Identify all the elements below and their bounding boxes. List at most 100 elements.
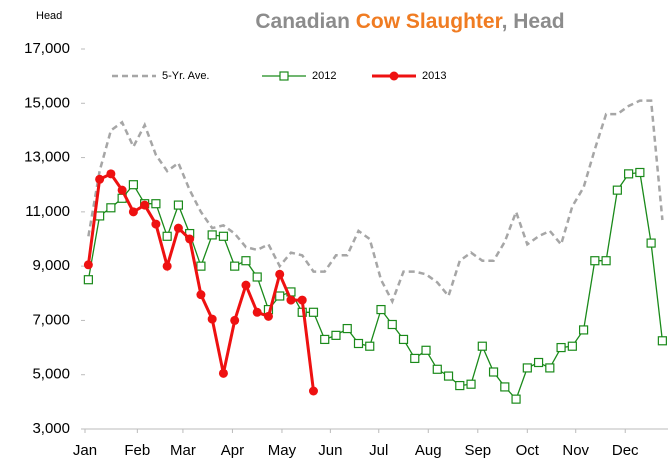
marker (443, 371, 454, 381)
marker (320, 334, 330, 345)
title-part: Canadian (255, 10, 355, 33)
marker (151, 219, 161, 229)
marker (106, 203, 116, 213)
marker (241, 256, 251, 266)
legend-label: 5-Yr. Ave. (162, 70, 210, 82)
y-axis-label: Head (36, 10, 62, 22)
marker (578, 325, 589, 335)
marker (207, 230, 217, 240)
marker (522, 363, 532, 373)
x-tick-label: Dec (612, 442, 639, 459)
marker (646, 238, 656, 248)
marker (376, 304, 386, 315)
marker (95, 174, 105, 184)
marker (83, 260, 93, 270)
marker (657, 336, 667, 346)
marker (275, 269, 285, 279)
chart-title: Canadian Cow Slaughter, Head (255, 10, 564, 33)
marker (601, 256, 611, 266)
marker (466, 379, 476, 389)
marker (185, 234, 195, 244)
y-tick-label: 3,000 (32, 420, 70, 437)
series-line (87, 171, 664, 401)
series-line (87, 99, 664, 305)
marker (196, 290, 206, 300)
y-tick-label: 15,000 (24, 94, 70, 111)
marker (365, 341, 375, 351)
marker (128, 180, 138, 190)
marker (263, 311, 273, 321)
marker (252, 272, 262, 282)
legend-marker (389, 71, 399, 81)
marker (500, 382, 510, 392)
title-part: Cow Slaughter (356, 10, 503, 33)
x-tick-label: Jul (369, 442, 388, 459)
marker (455, 380, 465, 391)
x-tick-label: Jan (73, 442, 97, 459)
legend-label: 2013 (422, 70, 446, 82)
marker (477, 341, 487, 351)
marker (230, 261, 240, 271)
marker (128, 207, 138, 217)
y-tick-label: 13,000 (24, 149, 70, 166)
marker (252, 307, 262, 317)
marker (106, 169, 116, 179)
marker (556, 342, 566, 353)
marker (218, 368, 228, 378)
marker (151, 199, 161, 209)
x-tick-label: Sep (464, 442, 491, 459)
title-part: , Head (502, 10, 565, 33)
marker (545, 363, 555, 373)
x-tick-label: Jun (318, 442, 342, 459)
x-tick-label: Mar (170, 442, 196, 459)
marker (410, 353, 420, 364)
marker (511, 394, 521, 404)
marker (398, 334, 409, 345)
y-tick-label: 5,000 (32, 366, 70, 383)
marker (387, 319, 397, 330)
marker (286, 295, 296, 305)
y-tick-label: 9,000 (32, 257, 70, 274)
marker (230, 315, 240, 325)
marker (173, 223, 183, 233)
marker (432, 364, 442, 374)
marker (342, 323, 352, 334)
marker (117, 185, 127, 195)
marker (162, 261, 172, 271)
marker (241, 280, 251, 290)
marker (488, 367, 499, 377)
marker (421, 345, 431, 355)
marker (533, 357, 544, 368)
x-tick-label: Oct (516, 442, 540, 459)
series-line (86, 171, 315, 392)
marker (95, 211, 105, 221)
legend-marker (279, 71, 289, 81)
marker (218, 231, 229, 241)
marker (331, 330, 341, 340)
marker (353, 338, 364, 349)
marker (83, 275, 93, 285)
marker (624, 169, 634, 179)
x-tick-label: Feb (124, 442, 150, 459)
marker (297, 295, 307, 305)
legend-label: 2012 (312, 70, 336, 82)
x-tick-label: Nov (562, 442, 589, 459)
marker (612, 185, 622, 195)
marker (173, 200, 184, 210)
y-tick-label: 11,000 (25, 203, 70, 220)
x-tick-label: Apr (221, 442, 244, 459)
marker (308, 386, 318, 396)
marker (590, 256, 600, 266)
marker (308, 307, 319, 317)
x-tick-label: Aug (415, 442, 442, 459)
marker (275, 291, 285, 301)
marker (140, 200, 150, 210)
y-tick-label: 17,000 (24, 40, 70, 57)
marker (567, 341, 577, 351)
y-tick-label: 7,000 (32, 311, 70, 328)
marker (207, 314, 217, 324)
marker (635, 167, 645, 178)
x-tick-label: May (268, 442, 297, 459)
marker (162, 231, 172, 241)
